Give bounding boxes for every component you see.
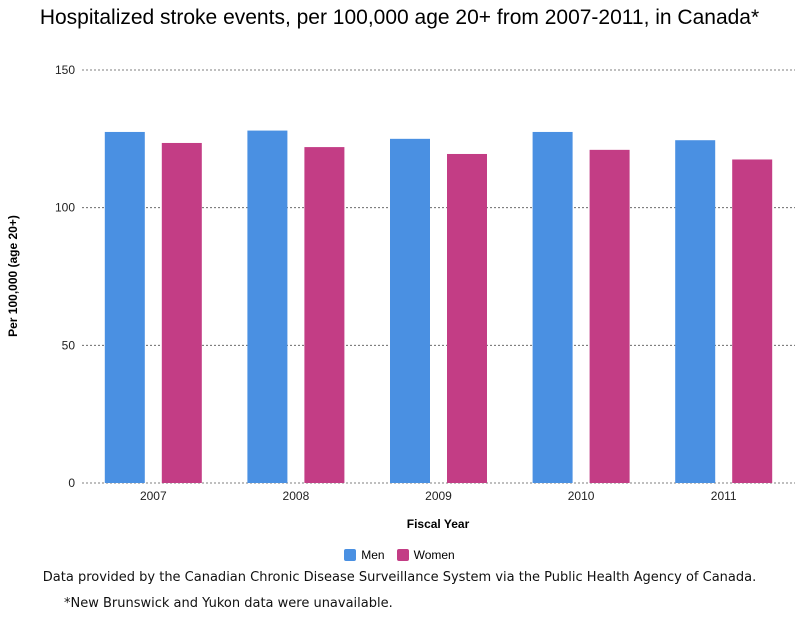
bars [104, 130, 773, 484]
bar-women-2010 [589, 149, 630, 483]
bar-women-2011 [732, 159, 773, 483]
bar-men-2008 [247, 130, 288, 483]
legend-label: Women [413, 548, 455, 562]
bar-men-2011 [675, 140, 716, 483]
chart-title: Hospitalized stroke events, per 100,000 … [39, 6, 760, 29]
missing-data-note: *New Brunswick and Yukon data were unava… [64, 596, 393, 611]
legend-swatch [396, 549, 409, 561]
y-tick-label: 0 [68, 476, 75, 490]
y-tick-label: 150 [55, 63, 75, 77]
x-tick-label: 2009 [425, 489, 452, 503]
legend-label: Men [361, 548, 385, 562]
x-tick-label: 2007 [140, 489, 167, 503]
x-tick-label: 2008 [283, 489, 310, 503]
bar-men-2009 [390, 138, 430, 484]
gridlines [82, 69, 795, 484]
y-axis-title: Per 100,000 (age 20+) [6, 215, 20, 337]
x-tick-labels: 2007 2008 2009 2010 2011 [140, 489, 737, 503]
bar-chart: 0 50 100 150 2007 2008 2009 2010 2011 Fiscal Ye… [6, 63, 795, 531]
bar-men-2007 [104, 131, 145, 483]
legend: Men Women [0, 548, 799, 562]
bar-women-2008 [304, 147, 345, 484]
x-tick-label: 2010 [568, 489, 595, 503]
legend-item-men: Men [344, 548, 385, 562]
y-tick-label: 50 [62, 338, 76, 352]
bar-women-2007 [161, 142, 202, 484]
y-tick-label: 100 [55, 201, 75, 215]
x-axis-title: Fiscal Year [407, 517, 470, 531]
legend-item-women: Women [396, 548, 455, 562]
y-tick-labels: 0 50 100 150 [55, 63, 75, 490]
bar-men-2010 [532, 131, 573, 483]
x-tick-label: 2011 [711, 489, 737, 503]
source-note: Data provided by the Canadian Chronic Di… [42, 570, 757, 585]
bar-women-2009 [447, 153, 487, 483]
legend-swatch [344, 549, 357, 561]
